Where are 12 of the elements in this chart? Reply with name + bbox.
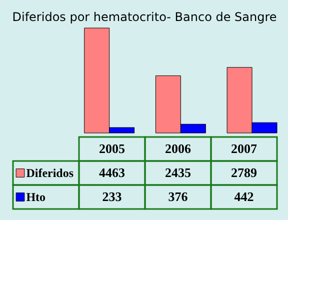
data-label: 4463 bbox=[99, 165, 126, 180]
data-label: 2789 bbox=[231, 165, 258, 180]
chart-title: Diferidos por hematocrito- Banco de Sangre bbox=[12, 10, 277, 24]
x-tick-label: 2006 bbox=[165, 141, 192, 156]
data-label: 2435 bbox=[165, 165, 192, 180]
x-tick-label: 2005 bbox=[99, 141, 126, 156]
legend-label: Diferidos bbox=[26, 166, 74, 180]
data-label: 376 bbox=[168, 189, 188, 204]
x-tick-label: 2007 bbox=[231, 141, 258, 156]
data-label: 442 bbox=[234, 189, 254, 204]
data-label: 233 bbox=[102, 189, 122, 204]
legend-label: Hto bbox=[26, 190, 46, 204]
